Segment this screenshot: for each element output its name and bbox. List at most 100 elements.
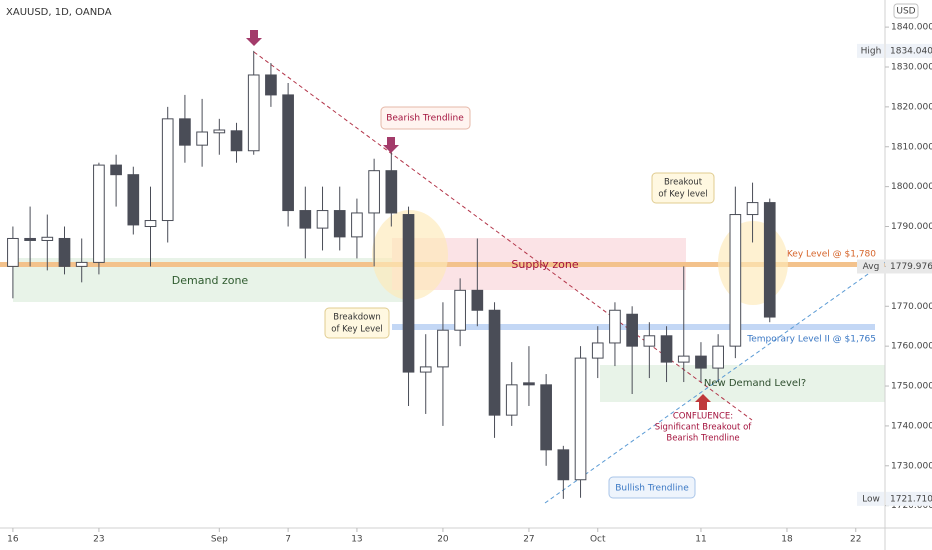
candle-body — [316, 210, 329, 229]
candle-body — [609, 309, 621, 344]
chart-title: XAUUSD, 1D, OANDA — [6, 7, 112, 18]
candle-body — [695, 355, 707, 369]
candle-body — [368, 170, 380, 214]
candle-body — [161, 118, 174, 222]
temporary-level-label: Temporary Level II @ $1,765 — [746, 335, 876, 345]
y-tick-label: 1820.000 — [891, 102, 932, 112]
candle-body — [643, 335, 656, 347]
candle-body — [75, 261, 88, 267]
candle-body — [454, 289, 466, 331]
x-tick-label: 7 — [285, 535, 291, 545]
x-tick-label: 18 — [781, 535, 793, 545]
price-marker-name-box — [857, 491, 884, 506]
candle-body — [265, 74, 277, 96]
price-marker-name: High — [861, 46, 882, 56]
x-tick-label: 23 — [93, 535, 104, 545]
demand-zone-label: Demand zone — [172, 274, 249, 287]
new-demand-zone — [600, 365, 885, 402]
price-marker-box — [886, 491, 932, 506]
candle-body — [523, 382, 535, 386]
breakdown-label: Breakdown — [333, 313, 380, 323]
price-marker-box — [886, 259, 932, 274]
y-tick-label: 1830.000 — [891, 62, 932, 72]
currency-box — [893, 3, 919, 19]
y-tick-label: 1790.000 — [891, 222, 932, 232]
x-tick-label: 22 — [850, 535, 861, 545]
candle-body — [729, 214, 742, 347]
candle-body — [110, 164, 122, 176]
price-marker-name: Low — [862, 494, 880, 504]
x-tick-label: 20 — [437, 535, 449, 545]
new-demand-label: New Demand Level? — [704, 378, 806, 389]
price-marker-value: 1721.710 — [890, 494, 932, 504]
candle-body — [7, 237, 19, 267]
y-tick-label: 1730.000 — [891, 461, 932, 471]
y-tick-label: 1720.000 — [891, 501, 932, 511]
breakdown-label: of Key Level — [331, 325, 382, 335]
candle-body — [677, 355, 690, 363]
candle-body — [282, 94, 294, 212]
y-tick-label: 1800.000 — [891, 182, 932, 192]
candle-body — [24, 237, 36, 241]
x-tick-label: Oct — [590, 535, 606, 545]
candle-body — [58, 237, 71, 267]
y-tick-label: 1750.000 — [891, 382, 932, 392]
candle-body — [213, 129, 226, 134]
candle-body — [660, 335, 673, 363]
candle-body — [574, 357, 587, 481]
y-tick-label: 1760.000 — [891, 342, 932, 352]
callout — [380, 106, 471, 130]
candle-body — [505, 384, 518, 416]
arrow-down — [383, 137, 399, 153]
candle-body — [540, 384, 552, 451]
breakout-label: Breakout — [664, 178, 703, 188]
x-tick-label: 11 — [695, 535, 706, 545]
annotations: Supply zone Demand zone New Demand Level… — [172, 30, 876, 499]
x-tick-label: 27 — [523, 535, 534, 545]
candle-body — [437, 329, 449, 368]
candle-body — [179, 118, 191, 146]
candles — [7, 50, 776, 499]
candle-body — [127, 174, 140, 226]
x-tick-label: Sep — [211, 535, 228, 545]
candle-body — [591, 342, 604, 359]
candle-body — [419, 366, 432, 373]
candle-body — [41, 236, 54, 241]
price-marker-name-box — [857, 259, 884, 274]
price-marker-value: 1834.040 — [890, 46, 932, 56]
candle-body — [299, 210, 312, 229]
candle-body — [488, 309, 501, 416]
arrow-up — [695, 394, 711, 410]
callout — [651, 172, 715, 204]
candle-body — [351, 212, 363, 238]
y-tick-label: 1740.000 — [891, 421, 932, 431]
candle-body — [557, 449, 570, 481]
breakout-label: of Key level — [658, 190, 707, 200]
candle-body — [746, 202, 759, 216]
candle-body — [712, 345, 724, 369]
confluence-label: Bearish Trendline — [666, 434, 739, 444]
candle-body — [385, 170, 398, 214]
candle-body — [471, 289, 484, 311]
price-marker-name: Avg — [863, 262, 880, 272]
candle-body — [333, 210, 346, 238]
x-tick-label: 16 — [7, 535, 19, 545]
x-tick-label: 13 — [351, 535, 362, 545]
candle-body — [144, 220, 157, 228]
candle-body — [763, 202, 776, 318]
key-level-label: Key Level @ $1,780 — [787, 250, 876, 260]
y-tick-label: 1810.000 — [891, 142, 932, 152]
price-marker-name-box — [857, 43, 884, 58]
bearish-trendline — [253, 51, 753, 421]
candle-body — [402, 214, 415, 373]
callout — [608, 476, 696, 499]
candle-body — [230, 130, 243, 152]
confluence-label: CONFLUENCE: — [673, 412, 733, 422]
arrow-down — [246, 30, 262, 46]
callout — [324, 307, 390, 339]
y-tick-label: 1770.000 — [891, 302, 932, 312]
y-tick-label: 1840.000 — [891, 23, 932, 33]
bullish-trendline-label: Bullish Trendline — [615, 484, 689, 494]
